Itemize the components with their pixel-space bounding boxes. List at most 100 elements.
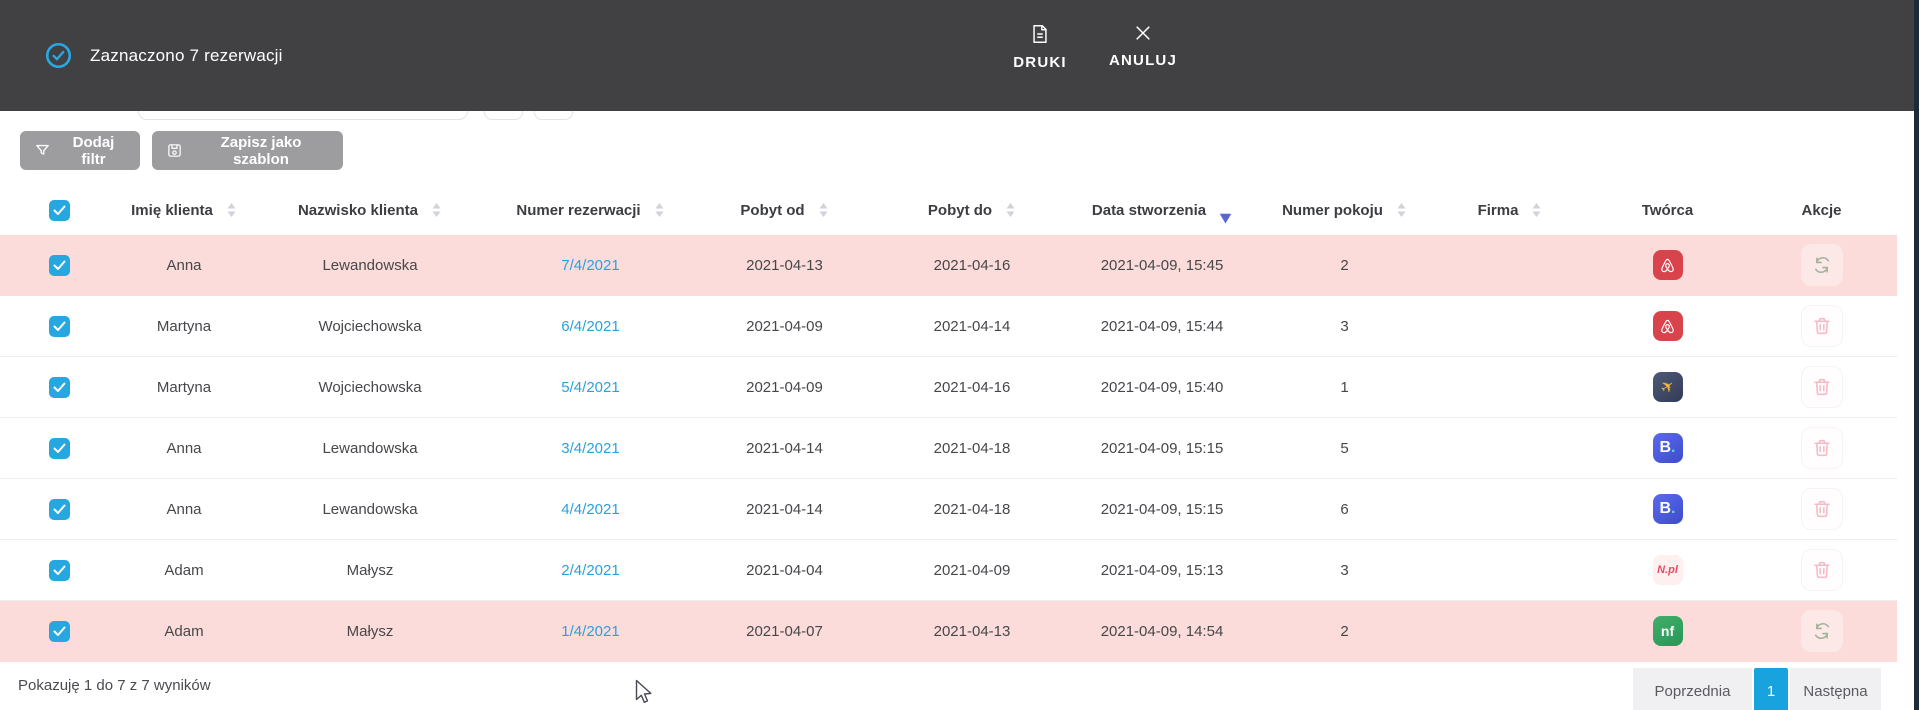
column-header-imie[interactable]: Imię klienta (118, 185, 250, 235)
cell-company (1431, 296, 1589, 356)
cell-reservation-number: 1/4/2021 (490, 601, 691, 661)
cell-last-name: Małysz (346, 622, 394, 640)
cell-first-name: Adam (164, 622, 204, 640)
delete-action-button[interactable] (1800, 427, 1843, 469)
reservation-link[interactable]: 7/4/2021 (561, 256, 620, 274)
cell-created-at: 2021-04-09, 15:13 (1100, 561, 1224, 579)
column-label-pokoj: Numer pokoju (1282, 201, 1383, 219)
document-icon (1029, 23, 1051, 45)
cell-company (1431, 418, 1589, 478)
airbnb-icon (1652, 250, 1683, 280)
delete-action-button[interactable] (1800, 488, 1843, 530)
select-all-checkbox[interactable] (48, 199, 70, 221)
refresh-action-button[interactable] (1800, 244, 1843, 286)
row-select-cell (0, 418, 118, 478)
close-icon (1133, 23, 1153, 43)
delete-action-button[interactable] (1800, 549, 1843, 591)
cell-room-number: 6 (1340, 500, 1349, 518)
cell-actions (1746, 601, 1897, 661)
cell-reservation-number: 6/4/2021 (490, 296, 691, 356)
column-header-pokoj[interactable]: Numer pokoju (1258, 185, 1431, 235)
page-1-button[interactable]: 1 (1754, 668, 1788, 710)
cell-first-name: Martyna (156, 378, 212, 396)
column-label-akcje: Akcje (1801, 201, 1842, 219)
cell-room-number: 2 (1340, 622, 1349, 640)
add-filter-label: Dodaj filtr (72, 133, 115, 168)
add-filter-button[interactable]: Dodaj filtr (20, 131, 140, 170)
pagination: Poprzednia 1 Następna (1633, 668, 1881, 710)
cell-actions (1746, 235, 1897, 295)
reservation-link[interactable]: 6/4/2021 (561, 317, 620, 335)
cell-stay-from: 2021-04-04 (746, 561, 823, 579)
column-header-select[interactable] (0, 185, 118, 235)
cell-creator (1589, 235, 1746, 295)
row-checkbox[interactable] (48, 620, 70, 642)
row-checkbox[interactable] (48, 315, 70, 337)
cancel-button-label: ANULUJ (1108, 52, 1178, 69)
column-header-pobyt_od[interactable]: Pobyt od (691, 185, 878, 235)
row-checkbox[interactable] (48, 254, 70, 276)
delete-action-button[interactable] (1800, 305, 1843, 347)
column-label-firma: Firma (1477, 201, 1519, 219)
refresh-icon (1814, 257, 1829, 273)
print-button-label: DRUKI (1013, 54, 1067, 71)
refresh-action-button[interactable] (1800, 610, 1843, 652)
next-page-button[interactable]: Następna (1790, 668, 1881, 710)
cell-stay-from: 2021-04-07 (746, 622, 823, 640)
prev-page-button[interactable]: Poprzednia (1633, 668, 1752, 710)
column-label-pobyt_od: Pobyt od (740, 201, 805, 219)
cell-stay-to: 2021-04-16 (933, 378, 1011, 396)
column-header-data[interactable]: Data stworzenia (1066, 185, 1258, 235)
sort-icon (1532, 203, 1541, 217)
reservation-link[interactable]: 3/4/2021 (561, 439, 620, 457)
cell-actions (1746, 540, 1897, 600)
row-checkbox[interactable] (48, 376, 70, 398)
trash-icon (1813, 317, 1830, 335)
reservation-link[interactable]: 2/4/2021 (561, 561, 620, 579)
table-row: Martyna Wojciechowska 5/4/2021 2021-04-09 20… (0, 357, 1897, 418)
column-label-numer: Numer rezerwacji (516, 201, 641, 219)
nocowanie-pl-icon: N.pl (1652, 555, 1683, 585)
cell-created-at: 2021-04-09, 14:54 (1100, 622, 1224, 640)
filter-funnel-icon (34, 142, 51, 159)
cell-company (1431, 479, 1589, 539)
cell-company (1431, 235, 1589, 295)
trash-icon (1813, 500, 1830, 518)
booking-icon: B. (1652, 494, 1683, 524)
scrollbar-strip[interactable] (1914, 0, 1919, 710)
sort-icon (1006, 203, 1015, 217)
cell-creator: B. (1589, 418, 1746, 478)
reservation-link[interactable]: 1/4/2021 (561, 622, 620, 640)
row-checkbox[interactable] (48, 437, 70, 459)
cell-company (1431, 357, 1589, 417)
cell-actions (1746, 357, 1897, 417)
save-template-button[interactable]: Zapisz jako szablon (152, 131, 343, 170)
row-checkbox[interactable] (48, 559, 70, 581)
cell-last-name: Lewandowska (322, 439, 418, 457)
refresh-icon (1814, 623, 1829, 639)
row-checkbox[interactable] (48, 498, 70, 520)
table-row: Martyna Wojciechowska 6/4/2021 2021-04-09 20… (0, 296, 1897, 357)
column-header-numer[interactable]: Numer rezerwacji (490, 185, 691, 235)
table-row: Anna Lewandowska 7/4/2021 2021-04-13 2021-04… (0, 235, 1897, 296)
column-header-firma[interactable]: Firma (1431, 185, 1589, 235)
cell-room-number: 3 (1340, 561, 1349, 579)
table-body: Anna Lewandowska 7/4/2021 2021-04-13 2021-04… (0, 235, 1897, 662)
column-header-nazwisko[interactable]: Nazwisko klienta (250, 185, 490, 235)
cell-reservation-number: 5/4/2021 (490, 357, 691, 417)
column-header-pobyt_do[interactable]: Pobyt do (878, 185, 1066, 235)
reservation-link[interactable]: 4/4/2021 (561, 500, 620, 518)
print-button[interactable]: DRUKI (1002, 23, 1078, 71)
cell-stay-to: 2021-04-09 (933, 561, 1011, 579)
cell-last-name: Lewandowska (322, 256, 418, 274)
cell-company (1431, 540, 1589, 600)
results-summary: Pokazuję 1 do 7 z 7 wyników (18, 677, 211, 694)
delete-action-button[interactable] (1800, 366, 1843, 408)
cell-last-name: Lewandowska (322, 500, 418, 518)
cancel-button[interactable]: ANULUJ (1100, 23, 1186, 69)
booking-icon: B. (1652, 433, 1683, 463)
reservation-link[interactable]: 5/4/2021 (561, 378, 620, 396)
cell-actions (1746, 479, 1897, 539)
cell-last-name: Wojciechowska (318, 317, 422, 335)
cell-created-at: 2021-04-09, 15:15 (1100, 500, 1224, 518)
